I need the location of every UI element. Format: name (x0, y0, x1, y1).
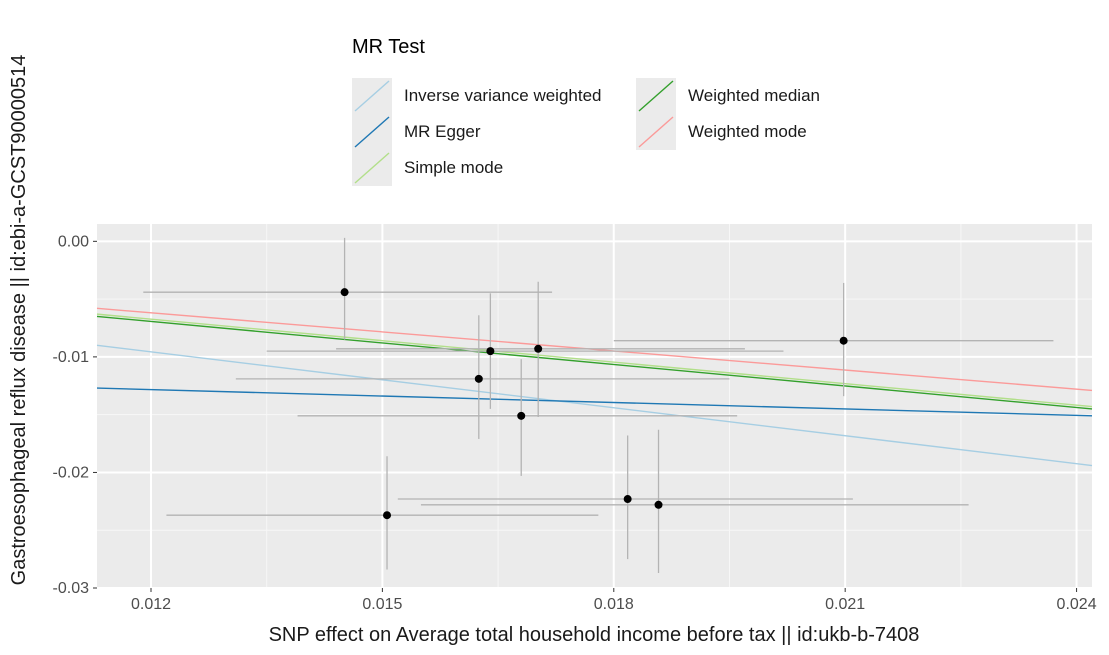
x-tick-label: 0.012 (131, 596, 171, 613)
x-tick-label: 0.015 (362, 596, 402, 613)
data-point (654, 500, 663, 509)
legend-label: Inverse variance weighted (404, 86, 602, 105)
data-point (474, 374, 483, 383)
legend-label: Weighted mode (688, 122, 807, 141)
y-tick-label: -0.01 (53, 349, 90, 366)
legend-label: MR Egger (404, 122, 481, 141)
x-tick-label: 0.024 (1057, 596, 1097, 613)
x-tick-label: 0.018 (594, 596, 634, 613)
fit-line (96, 387, 1093, 417)
legend-label: Weighted median (688, 86, 820, 105)
y-axis-title: Gastroesophageal reflux disease || id:eb… (8, 55, 30, 586)
y-tick-label: -0.02 (53, 464, 90, 481)
legend-key (352, 78, 392, 114)
data-point (623, 495, 632, 504)
legend-title: MR Test (352, 36, 425, 58)
data-point (486, 347, 495, 356)
data-point (517, 411, 526, 420)
data-point (340, 288, 349, 297)
data-point (534, 344, 543, 353)
fit-line (96, 315, 1093, 410)
fit-line (96, 344, 1093, 467)
fit-line (96, 313, 1093, 408)
legend-key (352, 150, 392, 186)
legend-key (636, 78, 676, 114)
legend: MR Test Inverse variance weighted MR Egge… (352, 32, 912, 192)
legend-label: Simple mode (404, 158, 504, 177)
y-tick-label: 0.00 (58, 233, 89, 250)
y-axis-ticks: 0.00 -0.01 -0.02 -0.03 (53, 233, 97, 597)
grid-major (97, 224, 1092, 589)
x-axis-title: SNP effect on Average total household in… (269, 624, 920, 646)
legend-key (352, 114, 392, 150)
data-point (839, 336, 848, 345)
data-points (340, 288, 848, 520)
x-tick-label: 0.021 (825, 596, 865, 613)
x-axis-ticks: 0.012 0.015 0.018 0.021 0.024 (131, 588, 1097, 613)
y-tick-label: -0.03 (53, 580, 90, 597)
data-point (383, 511, 392, 520)
legend-key (636, 114, 676, 150)
